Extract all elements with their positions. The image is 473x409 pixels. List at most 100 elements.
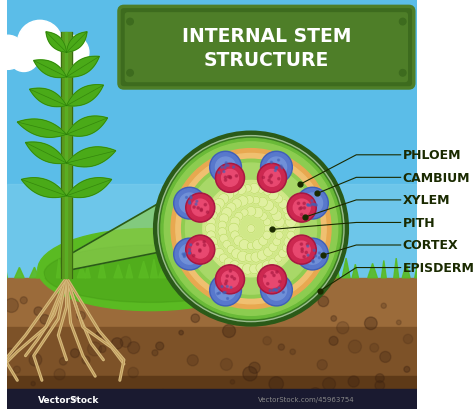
Circle shape [223,292,225,294]
Polygon shape [67,117,107,137]
Circle shape [275,255,282,263]
Polygon shape [67,57,99,78]
Circle shape [403,335,413,344]
Circle shape [200,209,202,211]
Circle shape [88,342,102,356]
Circle shape [273,238,281,246]
Circle shape [161,139,341,319]
Circle shape [298,202,299,205]
Circle shape [218,172,220,174]
Circle shape [214,249,224,259]
Circle shape [9,43,39,72]
Circle shape [186,236,215,265]
Circle shape [223,325,236,338]
Circle shape [187,195,213,221]
Circle shape [220,359,232,371]
Circle shape [224,180,227,182]
Circle shape [227,165,229,167]
Circle shape [282,302,293,312]
Circle shape [60,358,67,365]
Circle shape [302,244,323,265]
Circle shape [375,381,385,391]
Polygon shape [255,261,262,278]
Circle shape [189,201,191,203]
Circle shape [348,376,359,387]
Circle shape [127,70,133,77]
Circle shape [282,244,291,252]
Circle shape [247,243,255,250]
Circle shape [250,289,256,295]
Circle shape [203,181,299,277]
Circle shape [252,208,263,218]
Text: VectorStock: VectorStock [38,395,99,404]
Circle shape [365,317,377,330]
Polygon shape [282,262,289,278]
Circle shape [77,312,85,320]
Circle shape [266,280,287,300]
Circle shape [278,178,280,180]
Circle shape [312,261,314,263]
Circle shape [207,218,215,227]
Circle shape [212,245,219,252]
Circle shape [187,237,213,263]
Circle shape [6,348,15,357]
Circle shape [239,240,250,250]
Circle shape [236,185,246,195]
Circle shape [215,265,245,294]
Circle shape [189,252,191,254]
Circle shape [196,243,199,246]
Circle shape [179,244,200,265]
Circle shape [214,199,224,209]
Bar [7,278,417,409]
Circle shape [221,170,238,187]
Circle shape [199,250,201,253]
Circle shape [230,231,239,240]
Circle shape [225,280,228,283]
Circle shape [232,199,241,209]
Polygon shape [56,259,61,278]
Circle shape [297,188,328,220]
Circle shape [193,207,195,209]
Circle shape [229,176,231,179]
Circle shape [175,189,204,218]
Circle shape [184,255,185,256]
Circle shape [307,205,309,207]
Circle shape [276,225,284,233]
Circle shape [271,162,272,164]
Text: XYLEM: XYLEM [403,194,450,207]
Circle shape [282,292,284,294]
Polygon shape [211,261,217,278]
Circle shape [303,203,305,205]
Circle shape [182,254,184,255]
Circle shape [208,237,218,247]
Polygon shape [67,148,116,167]
Polygon shape [308,267,316,278]
Polygon shape [46,33,67,53]
Polygon shape [293,259,299,278]
Circle shape [205,224,216,234]
Circle shape [257,198,267,207]
Ellipse shape [44,245,257,303]
Circle shape [276,167,278,169]
Circle shape [293,242,310,258]
Circle shape [268,190,279,200]
Circle shape [189,253,191,254]
Circle shape [269,243,278,252]
Circle shape [219,194,229,204]
Circle shape [309,205,311,207]
Circle shape [237,196,248,207]
Circle shape [266,158,287,178]
Circle shape [222,208,232,218]
Circle shape [230,218,240,227]
Circle shape [289,195,315,221]
Circle shape [207,231,216,240]
Circle shape [303,256,305,258]
Circle shape [179,330,184,335]
Circle shape [375,392,386,403]
Circle shape [285,211,294,220]
Circle shape [156,342,164,350]
Circle shape [259,166,285,191]
Circle shape [242,264,253,274]
Circle shape [269,290,271,292]
Circle shape [227,203,236,213]
